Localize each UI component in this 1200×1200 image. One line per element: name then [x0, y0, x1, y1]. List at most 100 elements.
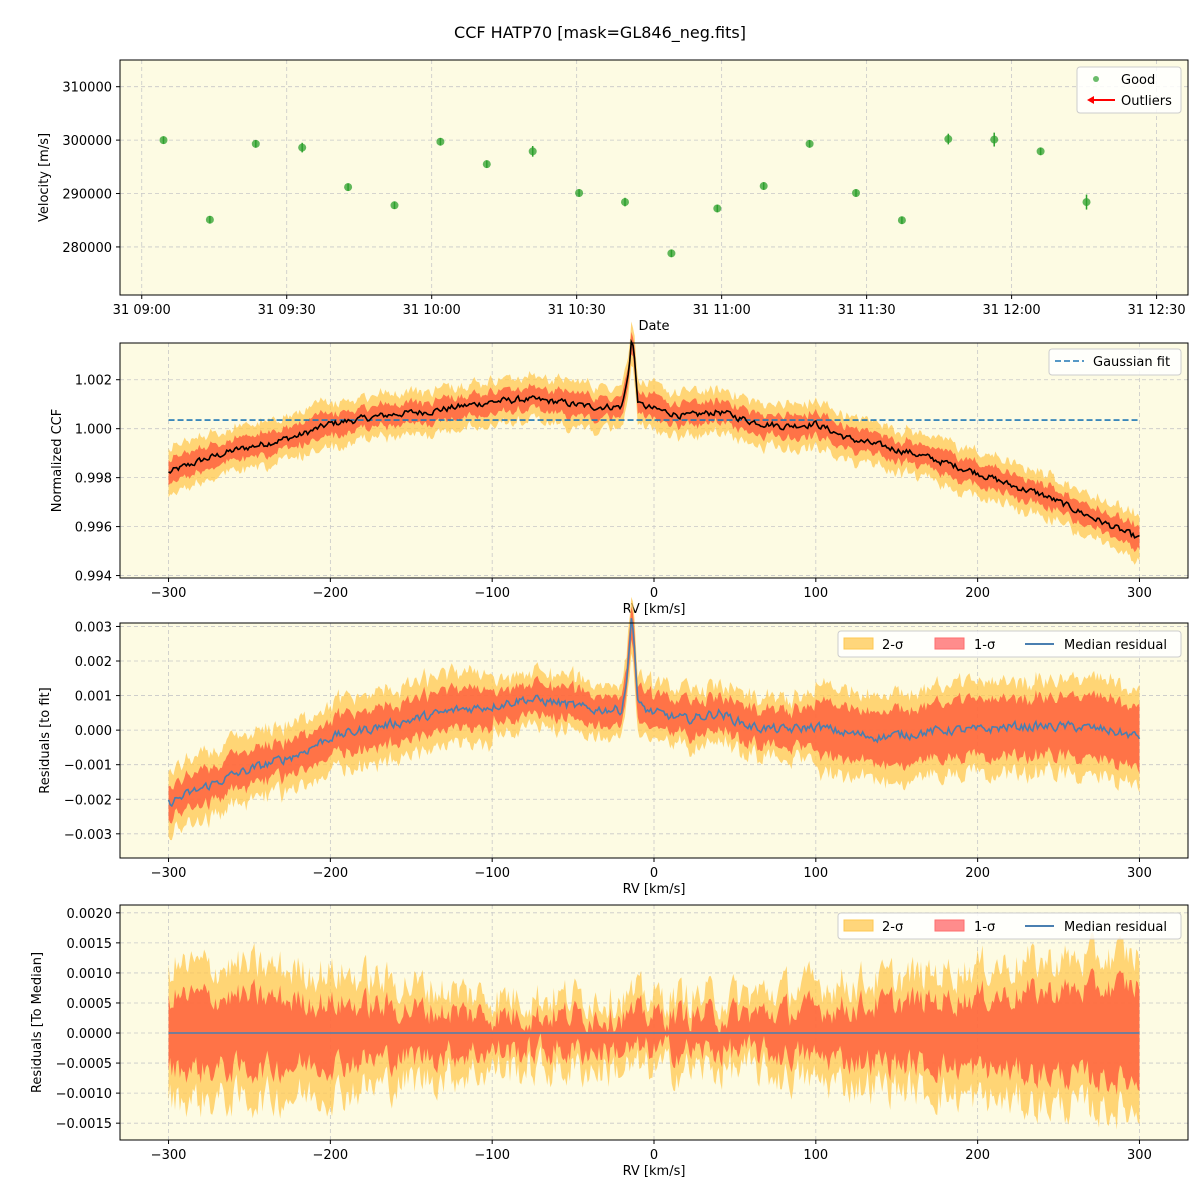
x-axis-label: RV [km/s]: [623, 602, 686, 617]
legend-box: [837, 912, 1182, 940]
x-tick-label: 31 11:30: [838, 303, 896, 318]
x-tick-label: 31 10:30: [548, 303, 606, 318]
y-tick-label: −0.001: [64, 759, 112, 774]
legend-2sigma-label: 2-σ: [882, 638, 903, 653]
legend-median-label: Median residual: [1064, 638, 1167, 653]
y-axis-label: Normalized CCF: [50, 409, 65, 513]
x-axis-label: Date: [638, 319, 669, 334]
y-tick-label: 0.994: [75, 570, 112, 585]
legend-good-label: Good: [1121, 73, 1155, 88]
x-tick-label: 0: [650, 1148, 658, 1163]
data-point: [990, 135, 999, 144]
x-tick-label: 300: [1127, 866, 1152, 881]
data-point: [205, 215, 214, 224]
x-tick-label: −200: [313, 866, 349, 881]
legend-median-label: Median residual: [1064, 920, 1167, 935]
legend-outlier-label: Outliers: [1121, 94, 1172, 109]
y-tick-label: −0.003: [64, 828, 112, 843]
band-2-sigma: [168, 321, 1140, 565]
y-tick-label: −0.0015: [56, 1117, 112, 1132]
y-axis-label: Velocity [m/s]: [37, 133, 52, 222]
x-tick-label: −100: [474, 586, 510, 601]
x-tick-label: 300: [1127, 586, 1152, 601]
x-tick-label: −100: [474, 1148, 510, 1163]
y-tick-label: −0.0005: [56, 1057, 112, 1072]
y-tick-label: 300000: [62, 134, 112, 149]
y-tick-label: 0.0020: [67, 907, 113, 922]
legend-box: [1076, 66, 1182, 114]
data-point: [251, 139, 260, 148]
x-tick-label: 31 12:00: [983, 303, 1041, 318]
y-tick-label: 290000: [62, 188, 112, 203]
y-tick-label: 0.0010: [67, 967, 113, 982]
legend-box: [1048, 348, 1182, 376]
y-axis-label: Residuals [to fit]: [38, 687, 53, 793]
data-point: [852, 188, 861, 197]
x-tick-label: 31 09:00: [113, 303, 171, 318]
data-point: [159, 136, 168, 145]
figure-title: CCF HATP70 [mask=GL846_neg.fits]: [454, 23, 746, 43]
median-residual-line: [167, 618, 1141, 808]
x-tick-label: −300: [151, 586, 187, 601]
ccf-median-line: [168, 338, 1140, 539]
y-axis-label: Residuals [To Median]: [30, 952, 45, 1093]
band-1-sigma: [168, 606, 1140, 824]
legend: 2-σ 1-σ Median residual: [837, 630, 1182, 658]
legend: Gaussian fit: [1048, 348, 1182, 376]
x-tick-label: 31 12:30: [1128, 303, 1186, 318]
data-point: [1082, 198, 1091, 207]
legend-1sigma-label: 1-σ: [974, 638, 995, 653]
x-axis-label: RV [km/s]: [623, 1164, 686, 1179]
data-point: [1036, 147, 1045, 156]
legend: Good Outliers: [1076, 66, 1182, 114]
legend-good-marker: [1093, 76, 1099, 82]
legend-2sigma-label: 2-σ: [882, 920, 903, 935]
data-point: [759, 182, 768, 191]
band-1-sigma: [168, 968, 1140, 1095]
y-tick-label: 310000: [62, 81, 112, 96]
y-tick-label: 0.0000: [67, 1027, 113, 1042]
y-tick-label: 0.0015: [67, 937, 113, 952]
x-tick-label: −200: [313, 1148, 349, 1163]
y-tick-label: 0.001: [75, 690, 112, 705]
axes-frame: [119, 59, 1189, 296]
data-point: [298, 143, 307, 152]
data-point: [897, 216, 906, 225]
y-tick-label: 0.0005: [67, 997, 113, 1012]
legend: 2-σ 1-σ Median residual: [837, 912, 1182, 940]
data-point: [575, 188, 584, 197]
data-point: [713, 204, 722, 213]
data-point: [805, 139, 814, 148]
velocity-panel: 31 09:00 31 09:30 31 10:00 31 10:30 31 11:00…: [37, 59, 1189, 334]
x-tick-label: 200: [965, 586, 990, 601]
ccf-panel: −300 −200 −100 0 100 200 300 0.994 0.996 0.998 1.0…: [50, 321, 1189, 617]
y-tick-label: 0.000: [75, 724, 112, 739]
y-tick-label: −0.002: [64, 793, 112, 808]
x-tick-label: 300: [1127, 1148, 1152, 1163]
y-tick-label: 1.002: [75, 374, 112, 389]
data-point: [667, 249, 676, 258]
x-tick-label: −300: [151, 866, 187, 881]
residuals-median-panel: −300 −200 −100 0 100 200 300 −0.0015 −0.0010 −0.0…: [30, 904, 1189, 1179]
y-tick-label: 0.998: [75, 472, 112, 487]
x-axis-label: RV [km/s]: [623, 882, 686, 897]
x-tick-label: −300: [151, 1148, 187, 1163]
x-tick-label: 200: [965, 866, 990, 881]
y-tick-label: 1.000: [75, 423, 112, 438]
legend-1sigma-patch: [934, 919, 965, 932]
legend-1sigma-patch: [934, 637, 965, 650]
residuals-fit-panel: −300 −200 −100 0 100 200 300 −0.003 −0.002 −0.001…: [38, 596, 1189, 897]
legend-gaussian-label: Gaussian fit: [1093, 355, 1170, 370]
data-point: [482, 160, 491, 169]
data-point: [528, 147, 537, 156]
data-point: [621, 198, 630, 207]
data-point: [344, 183, 353, 192]
good-points: [159, 132, 1091, 258]
x-tick-label: 100: [803, 866, 828, 881]
x-tick-label: 100: [803, 586, 828, 601]
legend-1sigma-label: 1-σ: [974, 920, 995, 935]
data-point: [436, 137, 445, 146]
legend-outlier-arrow-head: [1087, 96, 1094, 104]
legend-2sigma-patch: [843, 637, 874, 650]
